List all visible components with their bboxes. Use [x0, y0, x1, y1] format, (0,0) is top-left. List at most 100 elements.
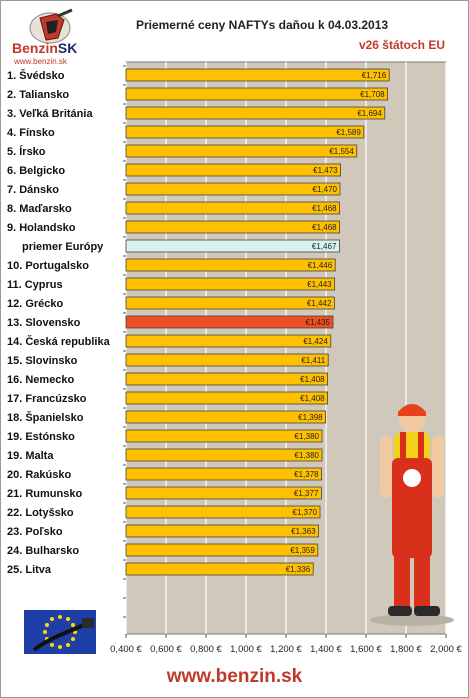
bar	[125, 163, 342, 177]
category-label: 8. Maďarsko	[7, 203, 72, 215]
bar	[125, 144, 358, 158]
value-label: €1,411	[301, 356, 325, 365]
x-tick-label: 1,800 €	[390, 644, 422, 655]
bar	[125, 296, 335, 310]
category-labels: 1. Švédsko 2. Taliansko 3. Veľká Británia 4…	[7, 69, 111, 576]
bar	[125, 486, 322, 500]
bar	[125, 220, 341, 234]
category-label: priemer Európy	[22, 241, 104, 253]
bar	[125, 87, 389, 101]
x-tick-label: 0,400 €	[110, 644, 142, 655]
logo-wordmark: BenzinSK	[12, 40, 78, 56]
logo-url: www.benzin.sk	[14, 57, 67, 66]
category-label: 10. Portugalsko	[7, 260, 89, 272]
value-label: €1,408	[300, 394, 325, 403]
fuel-nozzle-icon	[29, 8, 73, 44]
category-label: 9. Holandsko	[7, 222, 76, 234]
bar	[125, 562, 314, 576]
category-label: 19. Malta	[7, 450, 54, 462]
value-label: €1,359	[290, 546, 315, 555]
category-label: 18. Španielsko	[7, 411, 84, 424]
chart-title: Priemerné ceny NAFTYs daňou k 04.03.2013	[135, 18, 389, 32]
bar	[125, 353, 329, 367]
value-label: €1,378	[294, 470, 319, 479]
category-label: 15. Slovinsko	[7, 355, 78, 367]
bar	[125, 448, 323, 462]
bar	[125, 334, 332, 348]
bar	[125, 467, 323, 481]
x-tick-label: 1,200 €	[270, 644, 302, 655]
value-label: €1,589	[336, 128, 361, 137]
value-label: €1,708	[360, 90, 385, 99]
category-label: 4. Fínsko	[7, 127, 55, 139]
category-label: 23. Poľsko	[7, 526, 63, 538]
bar	[125, 68, 390, 82]
category-label: 11. Cyprus	[7, 279, 63, 291]
category-label: 14. Česká republika	[7, 335, 111, 348]
value-label: €1,443	[307, 280, 332, 289]
bar	[125, 410, 327, 424]
category-label: 16. Nemecko	[7, 374, 75, 386]
category-label: 7. Dánsko	[7, 184, 59, 196]
x-axis: 0,400 € 0,600 € 0,800 € 1,000 € 1,200 € 1,400…	[110, 65, 463, 655]
bar	[125, 258, 336, 272]
category-label: 2. Taliansko	[7, 89, 69, 101]
chart-subtitle: v26 štátoch EU	[358, 38, 445, 52]
bars: €1,716 €1,708 €1,694 €1,589 €1,554 €1,473 €1,4…	[125, 68, 390, 576]
x-tick-label: 0,800 €	[190, 644, 222, 655]
value-label: €1,554	[329, 147, 354, 156]
value-label: €1,424	[303, 337, 328, 346]
value-label: €1,380	[295, 451, 320, 460]
benzin-logo	[29, 8, 73, 44]
value-label: €1,336	[286, 565, 311, 574]
value-label: €1,370	[293, 508, 318, 517]
value-label: €1,363	[291, 527, 316, 536]
bar	[125, 524, 320, 538]
bar	[125, 182, 341, 196]
value-label: €1,377	[294, 489, 319, 498]
bar	[125, 505, 321, 519]
value-label: €1,468	[312, 223, 337, 232]
category-label: 1. Švédsko	[7, 69, 65, 82]
value-label: €1,398	[298, 413, 323, 422]
category-label: 19. Estónsko	[7, 431, 75, 443]
x-tick-label: 1,600 €	[350, 644, 382, 655]
category-label: 21. Rumunsko	[7, 488, 82, 500]
category-label: 24. Bulharsko	[7, 545, 79, 557]
x-tick-label: 1,400 €	[310, 644, 342, 655]
bar	[125, 543, 319, 557]
value-label: €1,380	[295, 432, 320, 441]
mascot-worker-figure	[370, 404, 454, 626]
x-tick-label: 0,600 €	[150, 644, 182, 655]
bar	[125, 315, 334, 329]
value-label: €1,473	[313, 166, 338, 175]
bar	[125, 277, 336, 291]
x-tick-label: 2,000 €	[430, 644, 462, 655]
category-label: 25. Litva	[7, 564, 52, 576]
value-label: €1,446	[308, 261, 333, 270]
value-label: €1,467	[312, 242, 337, 251]
category-label: 17. Francúzsko	[7, 393, 87, 405]
bar	[125, 391, 329, 405]
bar	[125, 106, 386, 120]
category-label: 5. Írsko	[7, 145, 46, 158]
footer-url: www.benzin.sk	[166, 666, 303, 687]
value-label: €1,435	[306, 318, 331, 327]
category-label: 20. Rakúsko	[7, 469, 71, 481]
value-label: €1,470	[313, 185, 338, 194]
bar	[125, 201, 341, 215]
category-label: 13. Slovensko	[7, 317, 81, 329]
bar	[125, 125, 365, 139]
category-label: 12. Grécko	[7, 298, 64, 310]
value-label: €1,468	[312, 204, 337, 213]
bar	[125, 372, 329, 386]
bar	[125, 429, 323, 443]
category-label: 22. Lotyšsko	[7, 507, 74, 519]
eu-flag-icon	[24, 610, 96, 654]
x-tick-label: 1,000 €	[230, 644, 262, 655]
bar	[125, 239, 340, 253]
category-label: 3. Veľká Británia	[7, 108, 93, 120]
value-label: €1,694	[357, 109, 382, 118]
category-label: 6. Belgicko	[7, 165, 65, 177]
